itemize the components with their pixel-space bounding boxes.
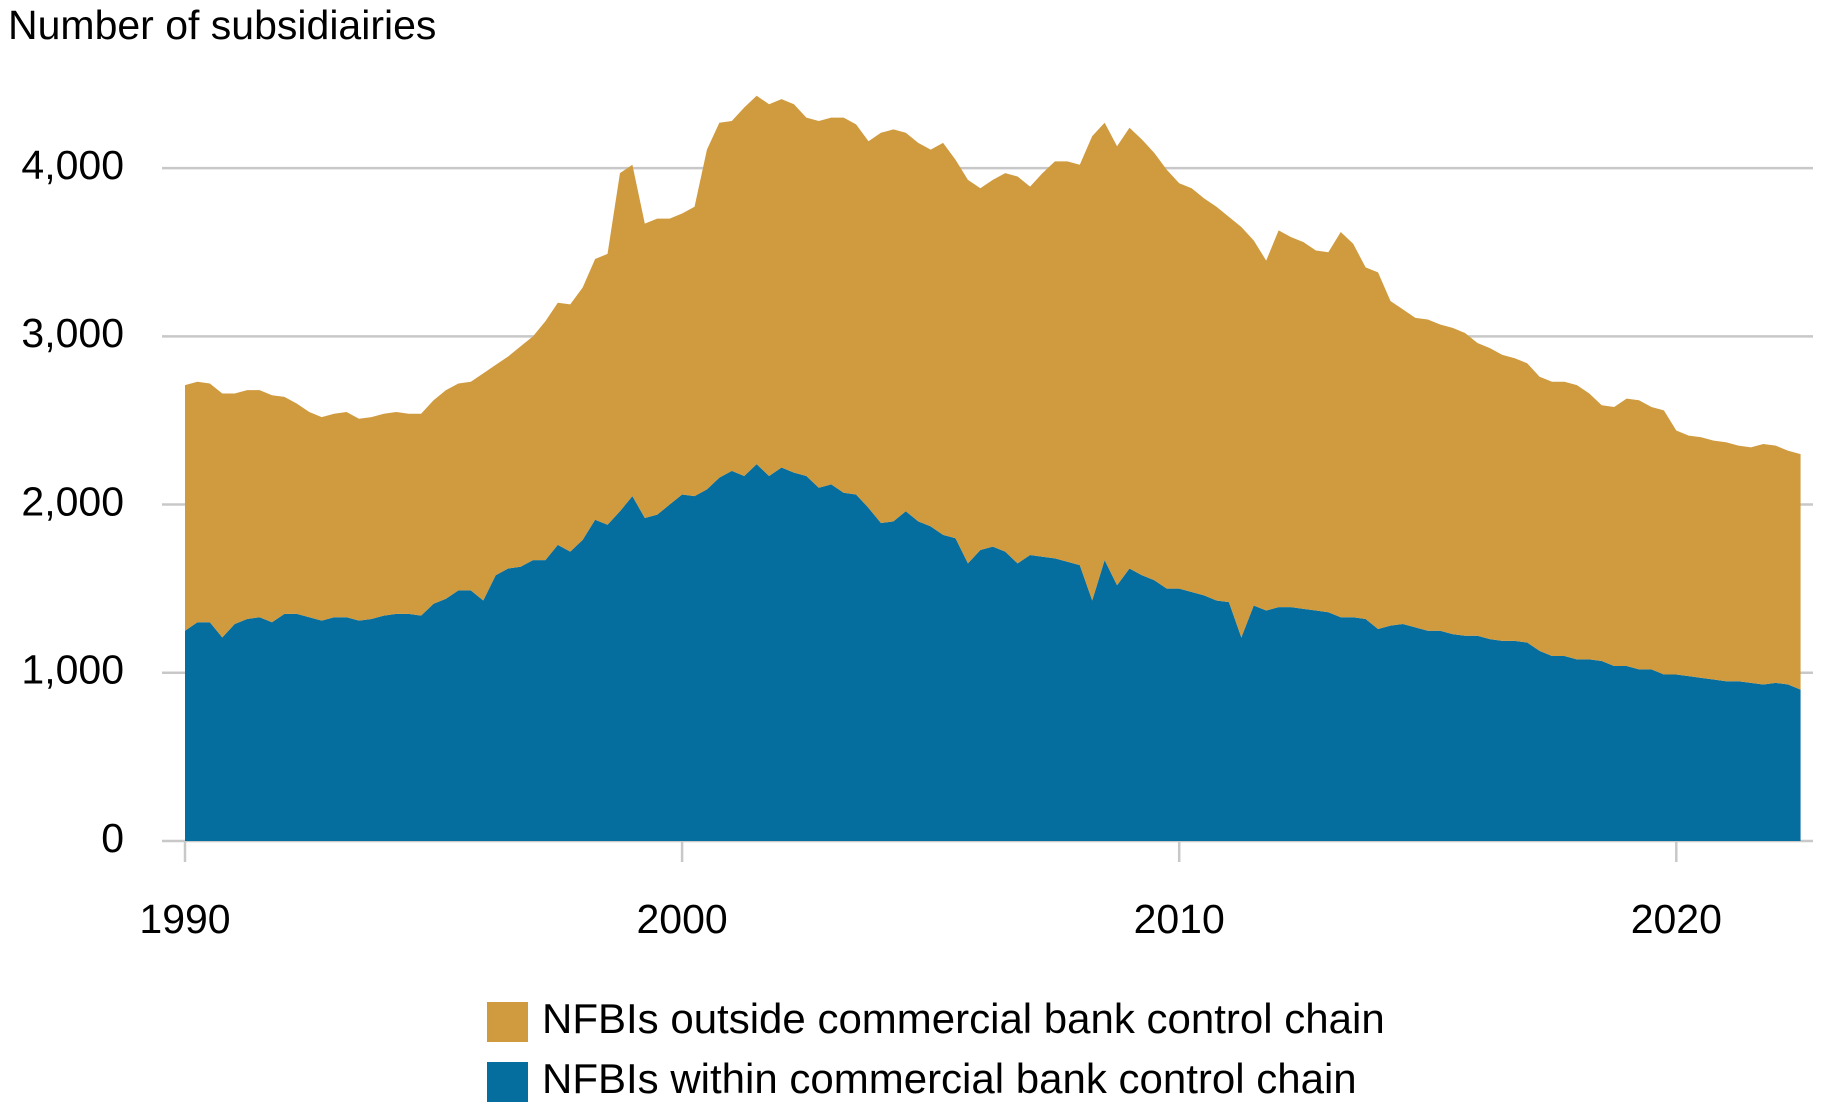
area xyxy=(185,464,1801,841)
y-tick-label: 0 xyxy=(101,815,124,861)
x-tick-label: 1990 xyxy=(139,896,230,942)
legend-label: NFBIs within commercial bank control cha… xyxy=(542,1055,1357,1102)
x-tick-label: 2010 xyxy=(1134,896,1225,942)
legend-label: NFBIs outside commercial bank control ch… xyxy=(542,995,1385,1042)
y-tick-label: 4,000 xyxy=(21,142,124,188)
y-tick-label: 1,000 xyxy=(21,647,124,693)
y-tick-label: 3,000 xyxy=(21,310,124,356)
legend-swatch xyxy=(487,1002,528,1042)
area xyxy=(185,95,1801,690)
x-tick-label: 2020 xyxy=(1631,896,1722,942)
x-tick-label: 2000 xyxy=(636,896,727,942)
legend-swatch xyxy=(487,1062,528,1102)
y-tick-label: 2,000 xyxy=(21,478,124,524)
chart-title: Number of subsidiairies xyxy=(8,2,436,48)
